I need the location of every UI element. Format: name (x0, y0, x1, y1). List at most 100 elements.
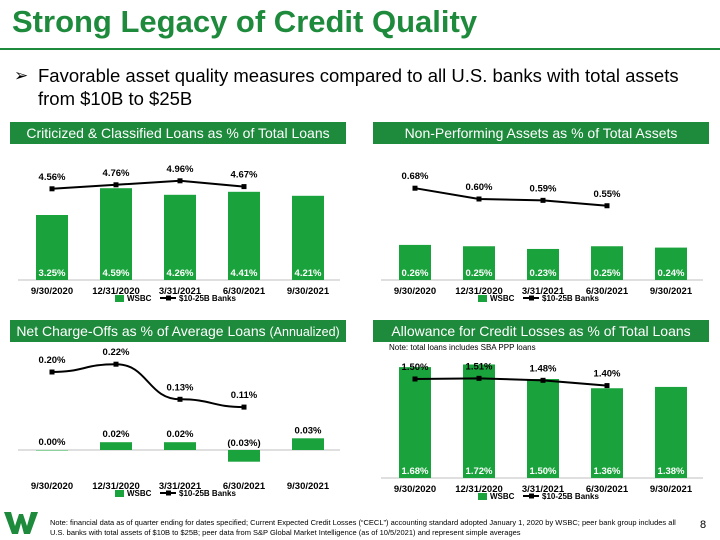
x-tick-label: 9/30/2020 (394, 484, 436, 495)
bar-wsbc-9-30-2021 (655, 386, 687, 478)
bar-value-label: (0.03%) (227, 438, 260, 449)
peer-line-marker (412, 376, 418, 382)
bar-value-label: 3.25% (39, 268, 66, 279)
bar-value-label: 4.26% (167, 268, 194, 279)
peer-line-marker (241, 184, 247, 190)
legend-swatch-peer-marker (166, 490, 171, 496)
chart-net-charge-offs: 0.00% 0.02% 0.02% (0.03%) 0.03% 9/30/2020 12/3… (18, 347, 340, 498)
peer-value-label: 0.55% (594, 189, 621, 200)
peer-value-label: 1.51% (466, 361, 493, 372)
bar-value-label: 1.36% (594, 466, 621, 477)
peer-value-label: 0.20% (39, 355, 66, 366)
bar-wsbc-6-30-2021 (228, 450, 260, 462)
x-tick-label: 3/31/2021 (159, 286, 202, 297)
peer-value-label: 1.48% (530, 363, 557, 374)
peer-value-label: 1.40% (594, 369, 621, 380)
bar-wsbc-9-30-2020 (399, 367, 431, 478)
x-tick-label: 6/30/2021 (223, 481, 266, 492)
legend-label-wsbc: WSBC (490, 294, 515, 303)
x-tick-label: 9/30/2021 (650, 484, 693, 495)
bar-value-label: 0.02% (167, 429, 194, 440)
peer-line-marker (476, 196, 482, 202)
bar-value-label: 0.02% (103, 429, 130, 440)
peer-line-marker (177, 178, 183, 184)
peer-value-label: 4.56% (39, 172, 66, 183)
peer-line-marker (476, 375, 482, 381)
bar-value-label: 4.59% (103, 268, 130, 279)
bar-value-label: 0.26% (402, 268, 429, 279)
page-title: Strong Legacy of Credit Quality (12, 4, 478, 39)
bar-value-label: 1.68% (402, 466, 429, 477)
x-tick-label: 3/31/2021 (159, 481, 202, 492)
footnote: Note: financial data as of quarter endin… (50, 518, 676, 537)
bullet-text: Favorable asset quality measures compare… (38, 65, 679, 109)
peer-value-label: 0.59% (530, 183, 557, 194)
peer-line-marker (113, 182, 119, 188)
x-tick-label: 9/30/2021 (287, 286, 330, 297)
chart-allowance-credit-losses: 1.68% 1.72% 1.50% 1.36% 1.38% 9/30/2020 12/31/… (381, 361, 703, 501)
peer-value-label: 0.11% (231, 390, 258, 401)
x-tick-label: 3/31/2021 (522, 484, 565, 495)
chart-criticized-classified: 3.25% 4.59% 4.26% 4.41% 4.21% 9/30/2020 12/31/… (18, 164, 340, 303)
wesbanco-logo-icon (4, 512, 38, 534)
page-number: 8 (700, 519, 707, 531)
bar-wsbc-9-30-2021 (292, 438, 324, 450)
x-tick-label: 6/30/2021 (586, 484, 629, 495)
legend-label-peer: $10-25B Banks (542, 294, 599, 303)
legend-swatch-wsbc (478, 493, 487, 500)
bar-wsbc-3-31-2021 (527, 379, 559, 478)
panel-title-allowance: Allowance for Credit Losses as % of Tota… (373, 320, 709, 342)
panel-title-text: Criticized & Classified Loans as % of To… (26, 125, 330, 141)
bar-wsbc-9-30-2020 (36, 450, 68, 451)
panel-subtitle-text: (Annualized) (269, 325, 340, 339)
panel-title-net-charge-offs: Net Charge-Offs as % of Average Loans (A… (10, 320, 346, 342)
peer-value-label: 0.22% (103, 347, 130, 358)
legend-swatch-wsbc (478, 295, 487, 302)
legend-label-wsbc: WSBC (127, 489, 152, 498)
panel-title-text: Net Charge-Offs as % of Average Loans (16, 323, 266, 339)
peer-line-10-25b-banks (414, 187, 608, 207)
bar-value-label: 0.24% (658, 268, 685, 279)
chart-non-performing-assets: 0.26% 0.25% 0.23% 0.25% 0.24% 9/30/2020 12/31/… (381, 171, 703, 303)
bar-value-label: 4.41% (231, 268, 258, 279)
bar-value-label: 1.72% (466, 466, 493, 477)
peer-line-10-25b-banks (51, 179, 245, 190)
bar-value-label: 1.50% (530, 466, 557, 477)
legend-swatch-peer-marker (529, 493, 534, 499)
bar-wsbc-3-31-2021 (164, 194, 196, 280)
legend-swatch-wsbc (115, 490, 124, 497)
x-tick-label: 12/31/2020 (92, 481, 140, 492)
title-divider (0, 48, 720, 50)
bar-wsbc-9-30-2021 (292, 195, 324, 280)
peer-line-marker (540, 197, 546, 203)
x-tick-label: 12/31/2020 (455, 484, 503, 495)
peer-line-marker (540, 377, 546, 383)
bar-wsbc-6-30-2021 (591, 388, 623, 478)
legend-label-peer: $10-25B Banks (179, 489, 236, 498)
x-tick-label: 9/30/2021 (287, 481, 330, 492)
x-tick-label: 6/30/2021 (586, 286, 629, 297)
legend-label-peer: $10-25B Banks (542, 492, 599, 501)
peer-value-label: 4.76% (103, 168, 130, 179)
bar-value-label: 0.25% (594, 268, 621, 279)
peer-line-marker (412, 185, 418, 191)
bar-wsbc-12-31-2020 (100, 188, 132, 280)
panel-title-criticized-classified: Criticized & Classified Loans as % of To… (10, 122, 346, 144)
x-tick-label: 9/30/2020 (394, 286, 436, 297)
legend-swatch-peer-marker (166, 295, 171, 301)
chart-note: Note: total loans includes SBA PPP loans (389, 343, 536, 352)
bar-wsbc-12-31-2020 (100, 442, 132, 450)
x-tick-label: 9/30/2021 (650, 286, 693, 297)
bar-wsbc-9-30-2020 (36, 215, 68, 280)
legend-label-wsbc: WSBC (490, 492, 515, 501)
bar-wsbc-6-30-2021 (591, 246, 623, 280)
legend-label-wsbc: WSBC (127, 294, 152, 303)
peer-line-marker (604, 383, 610, 389)
bar-value-label: 0.00% (39, 437, 66, 448)
peer-value-label: 0.68% (402, 171, 429, 182)
peer-line-10-25b-banks (51, 363, 245, 409)
panel-title-text: Allowance for Credit Losses as % of Tota… (391, 323, 691, 339)
peer-value-label: 0.13% (167, 382, 194, 393)
bar-wsbc-3-31-2021 (527, 248, 559, 280)
peer-value-label: 0.60% (466, 182, 493, 193)
